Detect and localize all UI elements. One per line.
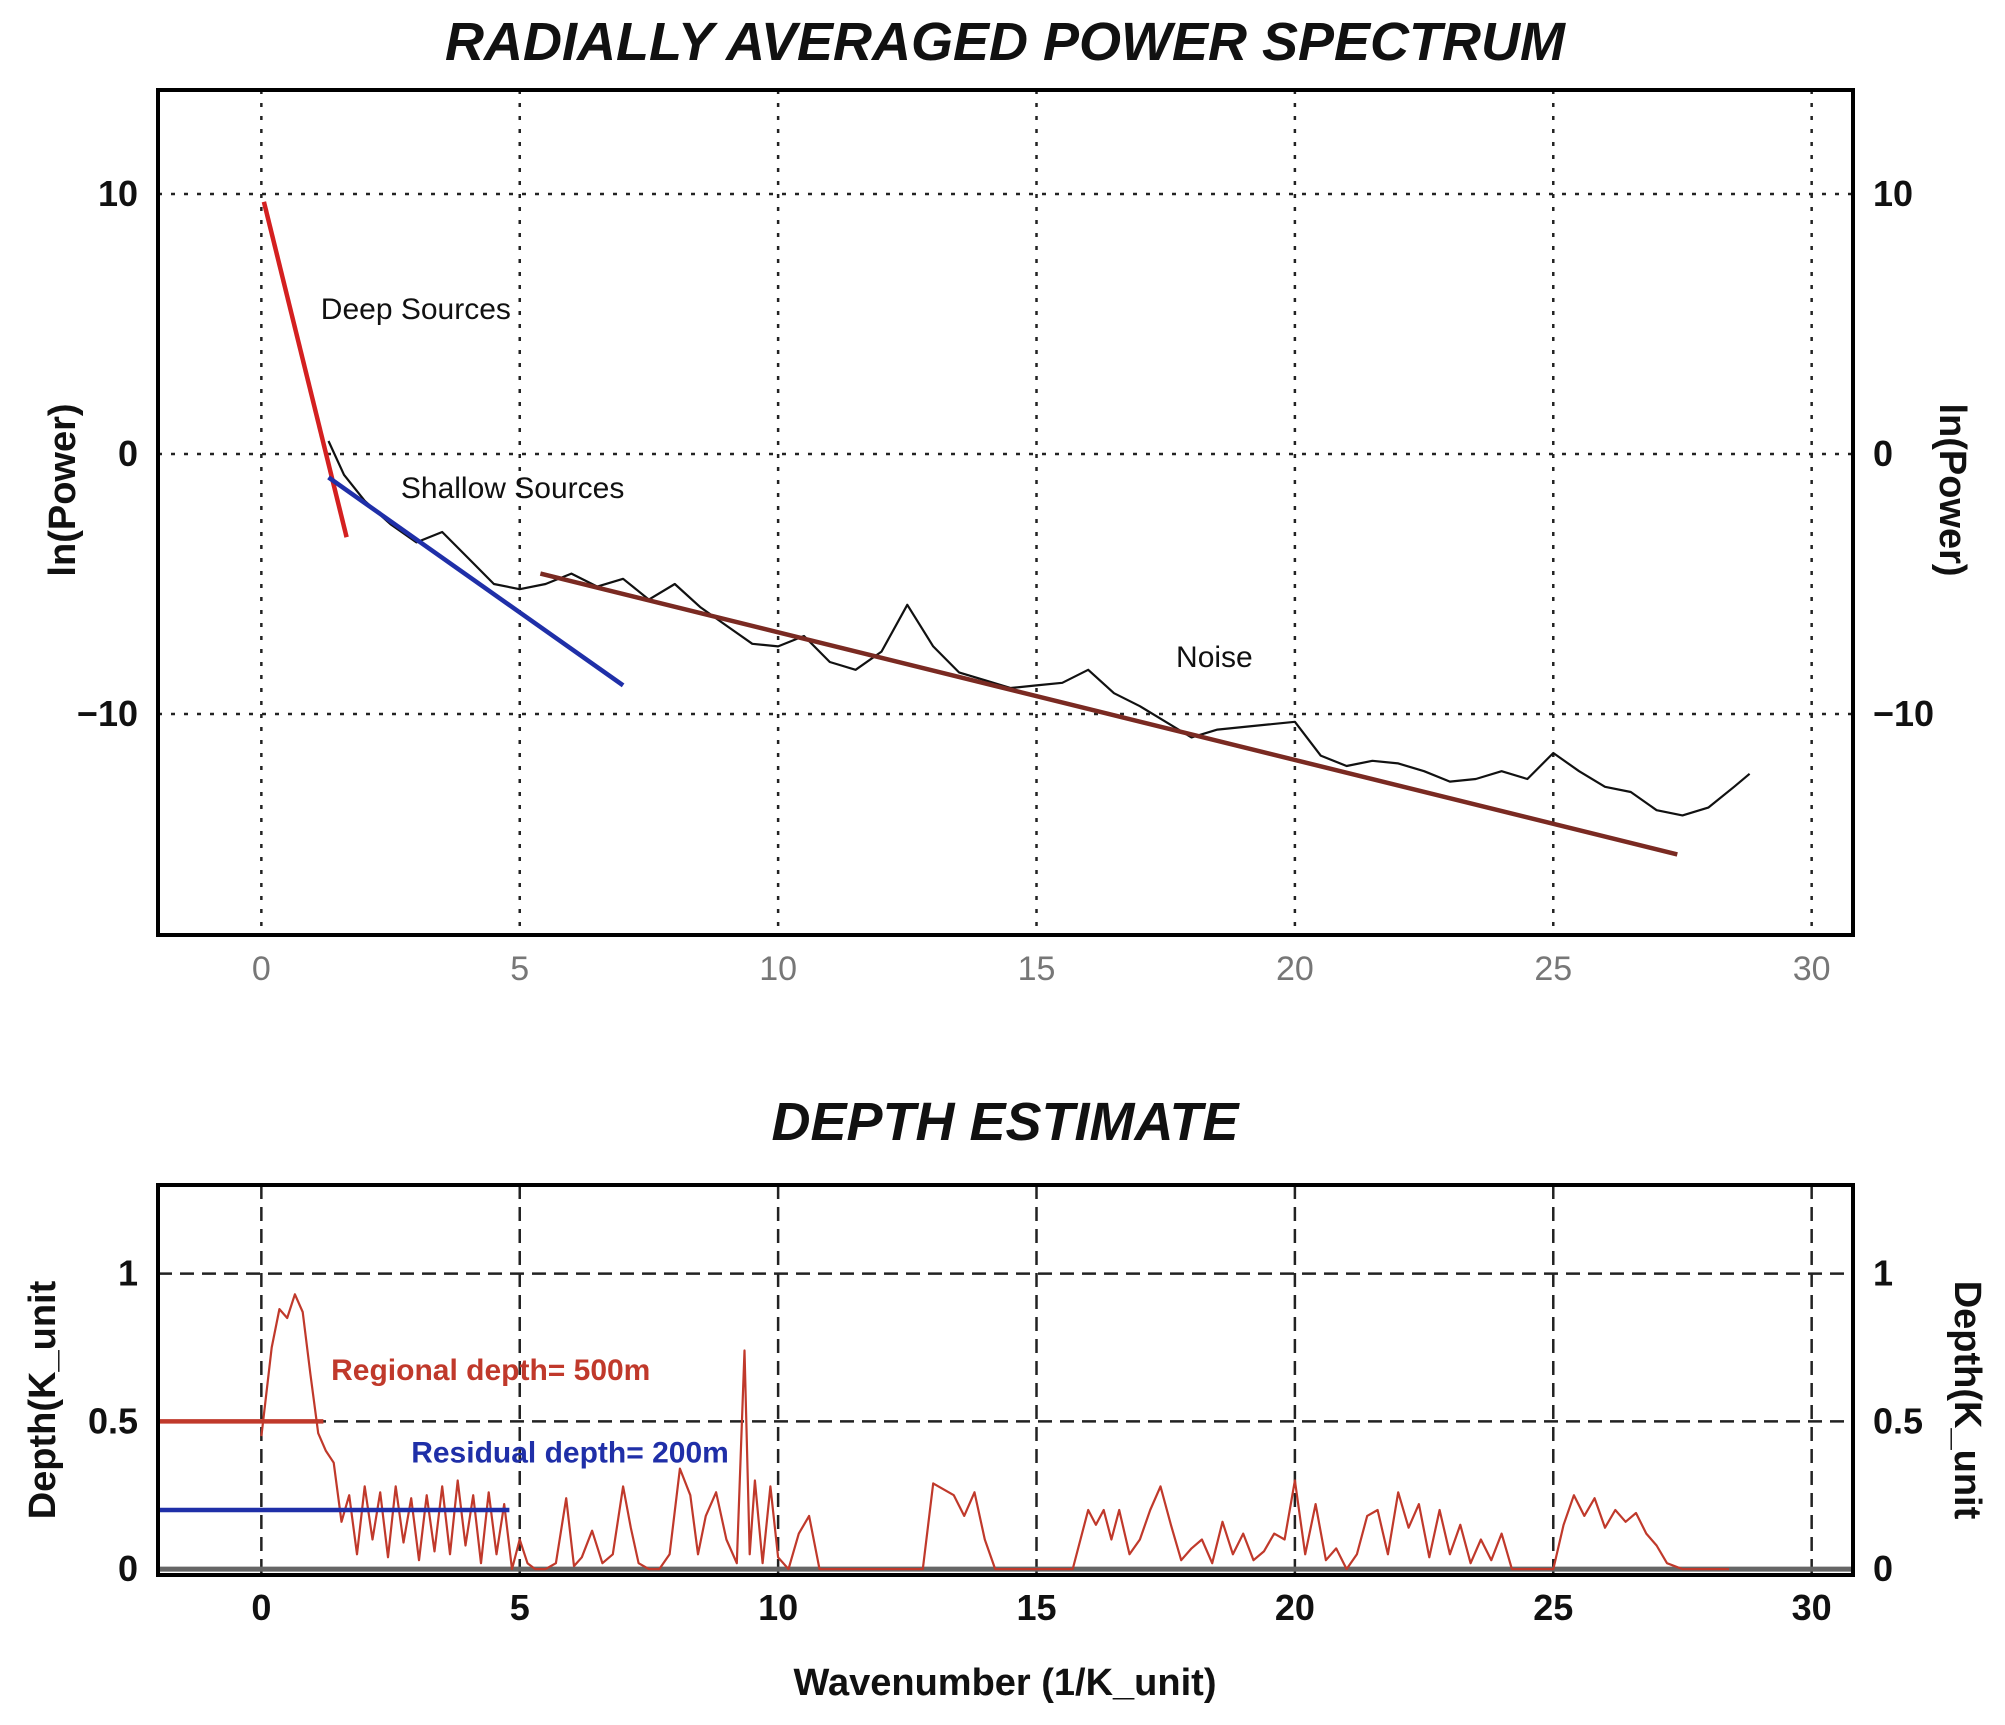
depth-estimate-y-label: Depth(K_unit [22, 1280, 64, 1519]
power-spectrum-y-ticks: 10 10 0 0 −10 −10 [77, 173, 1934, 734]
power-spectrum-series [261, 201, 1751, 857]
y-tick-label-right: −10 [1873, 693, 1934, 734]
x-tick-label: 15 [1016, 1587, 1056, 1628]
x-tick-label: 25 [1533, 1587, 1573, 1628]
y-tick-label-right: 0.5 [1873, 1400, 1923, 1441]
annotation-label: Deep Sources [321, 293, 511, 326]
y-tick-label: 1 [118, 1253, 138, 1294]
x-tick-label: 0 [251, 1587, 271, 1628]
y-tick-label: 0.5 [88, 1400, 138, 1441]
depth-estimate-y-ticks: 1 1 0.5 0.5 0 0 [88, 1253, 1923, 1589]
annotation-label: Shallow Sources [401, 472, 624, 505]
annotation-label: Residual depth= 200m [411, 1437, 729, 1470]
x-tick-label: 5 [510, 950, 529, 988]
x-tick-label: 25 [1534, 950, 1572, 988]
x-tick-label: 0 [252, 950, 271, 988]
annotation-label: Noise [1176, 641, 1253, 674]
y-tick-label: −10 [77, 693, 138, 734]
power-spectrum-frame [156, 88, 1855, 937]
x-tick-label: 30 [1792, 1587, 1832, 1628]
power-spectrum-annotations: Deep Sources Shallow Sources Noise [321, 293, 1253, 674]
series-shallow-fit [327, 475, 625, 688]
power-spectrum-y-label-right: ln(Power) [1931, 403, 1973, 576]
x-tick-label: 20 [1275, 1587, 1315, 1628]
depth-estimate-series [158, 1293, 1729, 1571]
x-tick-label: 20 [1276, 950, 1314, 988]
y-tick-label-right: 0 [1873, 433, 1893, 474]
series-deep-fit [261, 201, 349, 538]
y-tick-label: 0 [118, 1548, 138, 1589]
y-tick-label-right: 10 [1873, 173, 1913, 214]
depth-estimate-y-label-right: Depth(K_unit [1946, 1281, 1988, 1520]
y-tick-label: 10 [98, 173, 138, 214]
x-tick-label: 15 [1018, 950, 1056, 988]
x-tick-label: 10 [758, 1587, 798, 1628]
y-tick-label: 0 [118, 433, 138, 474]
depth-estimate-annotations: Regional depth= 500m Residual depth= 200m [331, 1354, 729, 1470]
depth-estimate-x-label: Wavenumber (1/K_unit) [794, 1662, 1217, 1704]
annotation-label: Regional depth= 500m [331, 1354, 650, 1387]
series-spectrum [327, 440, 1751, 817]
y-tick-label-right: 0 [1873, 1548, 1893, 1589]
power-spectrum-grid [158, 90, 1853, 935]
depth-estimate-frame [156, 1183, 1855, 1577]
power-spectrum-title: RADIALLY AVERAGED POWER SPECTRUM [445, 12, 1566, 72]
series-depth [260, 1293, 1729, 1571]
y-tick-label-right: 1 [1873, 1253, 1893, 1294]
x-tick-label: 30 [1793, 950, 1831, 988]
x-tick-label: 10 [759, 950, 797, 988]
x-tick-label: 5 [510, 1587, 530, 1628]
power-spectrum-x-ticks: 0 5 10 15 20 25 30 [252, 950, 1831, 988]
series-noise-fit [539, 571, 1678, 857]
depth-estimate-x-ticks: 0 5 10 15 20 25 30 [251, 1587, 1831, 1628]
power-spectrum-y-label: ln(Power) [42, 403, 84, 576]
depth-estimate-title: DEPTH ESTIMATE [771, 1092, 1240, 1152]
